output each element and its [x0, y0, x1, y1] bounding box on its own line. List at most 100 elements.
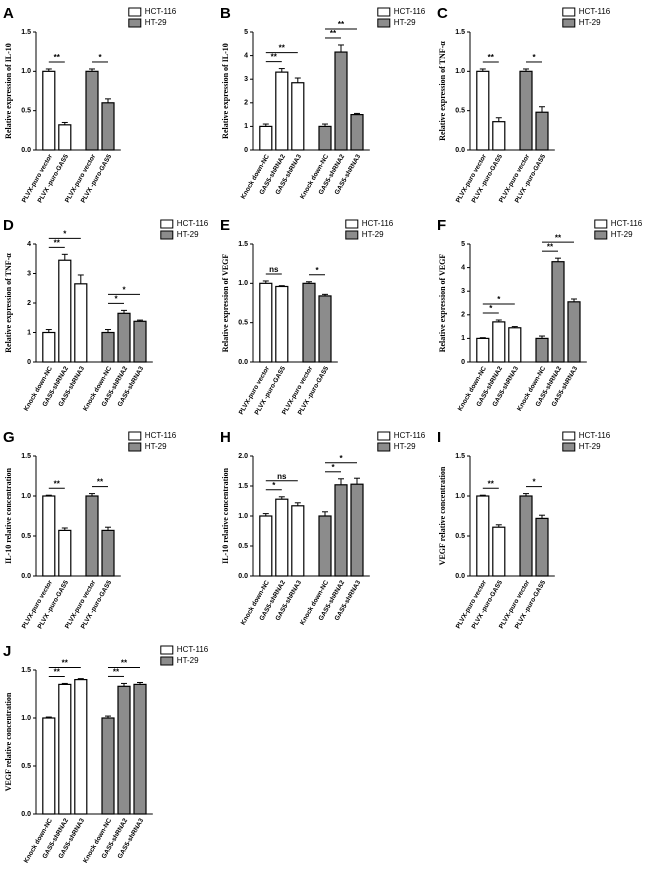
bar [302, 282, 316, 363]
panel-letter: E [220, 217, 230, 234]
panel-letter: F [437, 217, 446, 234]
y-tick-label: 2 [461, 312, 465, 319]
y-axis-label: Relative expression of IL-10 [221, 43, 230, 139]
y-axis-label: VEGF relative concentration [4, 692, 13, 791]
significance-label: ** [62, 659, 69, 668]
y-axis-label: IL-10 relative concentration [221, 468, 230, 564]
bar [58, 529, 72, 577]
bar [85, 70, 99, 151]
significance-label: ns [277, 472, 287, 481]
bar [117, 685, 131, 815]
legend-swatch [345, 219, 359, 229]
legend-label: HT-29 [145, 18, 167, 27]
legend-swatch [562, 18, 576, 28]
bar [275, 71, 289, 151]
x-tick-label: PLVX -puro-GAS5 [514, 579, 548, 630]
legend-label: HCT-116 [362, 219, 394, 228]
legend-swatch [377, 431, 391, 441]
significance-label: ** [54, 53, 61, 62]
legend-label: HCT-116 [145, 431, 177, 440]
y-tick-label: 0.0 [21, 573, 31, 580]
bar [275, 498, 289, 577]
bar [101, 529, 115, 577]
y-tick-label: 4 [27, 241, 31, 248]
legend-label: HCT-116 [145, 7, 177, 16]
legend-label: HT-29 [177, 230, 199, 239]
y-tick-label: 0 [244, 147, 248, 154]
panel-letter: I [437, 429, 441, 446]
significance-label: * [532, 53, 536, 62]
bar [350, 483, 364, 577]
bar [334, 51, 348, 151]
x-tick-label: PLVX -puro-GAS5 [80, 579, 114, 630]
significance-label: ** [54, 238, 61, 247]
y-tick-label: 1.0 [21, 715, 31, 722]
significance-label: * [497, 295, 501, 304]
y-axis-label: Relative expression of VEGF [221, 254, 230, 353]
y-tick-label: 0.0 [238, 359, 248, 366]
bar [291, 82, 305, 151]
bar [492, 321, 506, 363]
bar [318, 125, 332, 151]
y-tick-label: 1 [27, 329, 31, 336]
significance-label: ** [338, 20, 345, 29]
bar [58, 124, 72, 151]
legend-swatch [160, 219, 174, 229]
significance-label: ** [54, 479, 61, 488]
bar [259, 125, 273, 151]
significance-label: * [98, 53, 102, 62]
bar [74, 678, 88, 815]
y-tick-label: 0.5 [21, 763, 31, 770]
legend-swatch [128, 7, 142, 17]
bar [133, 683, 147, 815]
bar [476, 70, 490, 151]
panel-letter: G [3, 429, 15, 446]
bar [291, 505, 305, 577]
y-tick-label: 0.0 [455, 147, 465, 154]
y-axis-label: Relative expression of TNF-α [4, 253, 13, 353]
y-tick-label: 0 [461, 359, 465, 366]
legend-label: HT-29 [394, 18, 416, 27]
bar [42, 717, 56, 815]
legend-swatch [562, 442, 576, 452]
significance-label: ** [279, 44, 286, 53]
legend-label: HT-29 [145, 442, 167, 451]
panel-letter: C [437, 5, 448, 22]
significance-label: ** [271, 53, 278, 62]
y-tick-label: 1 [244, 123, 248, 130]
bar [535, 337, 549, 363]
legend-label: HT-29 [579, 442, 601, 451]
y-axis-label: VEGF relative concentration [438, 466, 447, 565]
y-tick-label: 2 [27, 300, 31, 307]
bar [519, 70, 533, 151]
legend-label: HCT-116 [177, 219, 209, 228]
legend-label: HT-29 [394, 442, 416, 451]
bar [318, 515, 332, 577]
y-axis-label: IL-10 relative concentration [4, 468, 13, 564]
bar [58, 683, 72, 815]
bar [508, 327, 522, 363]
significance-label: * [114, 294, 118, 303]
legend-swatch [562, 431, 576, 441]
significance-label: ** [555, 233, 562, 242]
bar [85, 495, 99, 577]
y-tick-label: 1.0 [21, 68, 31, 75]
significance-label: * [122, 285, 126, 294]
bar [101, 102, 115, 151]
bar [275, 285, 289, 363]
significance-label: * [272, 481, 276, 490]
y-tick-label: 0 [27, 359, 31, 366]
bar [519, 495, 533, 577]
y-tick-label: 4 [461, 264, 465, 271]
legend-label: HCT-116 [394, 7, 426, 16]
significance-label: * [532, 478, 536, 487]
bar [551, 261, 565, 363]
y-tick-label: 2.0 [238, 453, 248, 460]
panel-letter: B [220, 5, 231, 22]
panel-letter: A [3, 5, 14, 22]
x-tick-label: PLVX -puro-GAS5 [297, 365, 331, 416]
legend-swatch [160, 645, 174, 655]
significance-label: ** [547, 242, 554, 251]
